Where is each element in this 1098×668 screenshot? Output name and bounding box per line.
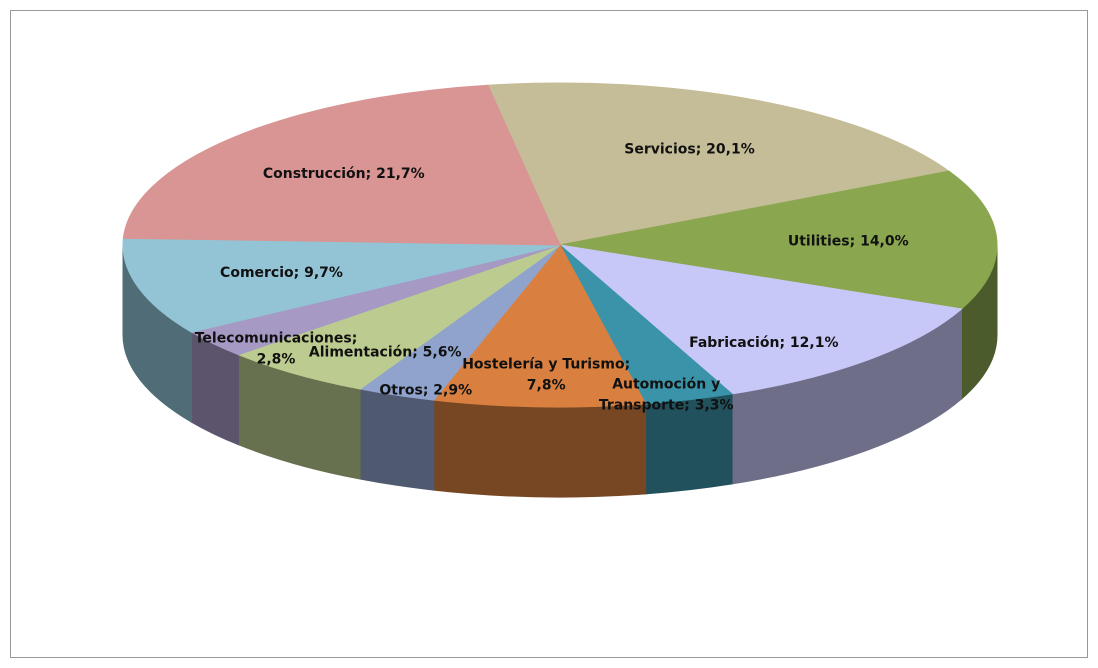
data-label-line: Comercio; 9,7% <box>220 265 343 281</box>
data-label: Automoción y Transporte; 3,3% <box>599 376 734 413</box>
slice <box>236 244 561 390</box>
data-label: Fabricación; 12,1% <box>689 335 838 351</box>
data-label: Utilities; 14,0% <box>788 233 909 249</box>
data-label-line: 2,8% <box>257 352 296 368</box>
data-label: Otros; 2,9% <box>379 383 472 399</box>
slice <box>122 237 561 333</box>
slice <box>432 244 647 408</box>
data-label: Servicios; 20,1% <box>624 141 755 157</box>
data-label-line: Utilities; 14,0% <box>788 233 909 249</box>
data-label: Hostelería y Turismo; 7,8% <box>462 356 630 393</box>
data-label: Alimentación; 5,6% <box>309 345 462 361</box>
data-label-line: Servicios; 20,1% <box>624 141 755 157</box>
data-label: Construcción; 21,7% <box>263 166 425 182</box>
data-label: Telecomunicaciones; 2,8% <box>195 331 358 368</box>
slice <box>487 82 951 246</box>
data-label-line: Alimentación; 5,6% <box>309 345 462 361</box>
data-label-line: Fabricación; 12,1% <box>689 335 838 351</box>
data-label: Comercio; 9,7% <box>220 265 343 281</box>
slice <box>558 244 963 395</box>
data-label-line: 7,8% <box>527 377 566 393</box>
data-label-line: Otros; 2,9% <box>379 383 472 399</box>
data-label-line: Telecomunicaciones; <box>195 331 358 347</box>
data-label-line: Transporte; 3,3% <box>599 397 734 413</box>
data-label-line: Automoción y <box>612 376 720 392</box>
slice <box>122 84 561 246</box>
data-label-line: Hostelería y Turismo; <box>462 356 630 372</box>
slice-side <box>433 399 647 498</box>
slice <box>559 170 998 310</box>
slice-side <box>359 388 435 491</box>
data-label-line: Construcción; 21,7% <box>263 166 425 182</box>
